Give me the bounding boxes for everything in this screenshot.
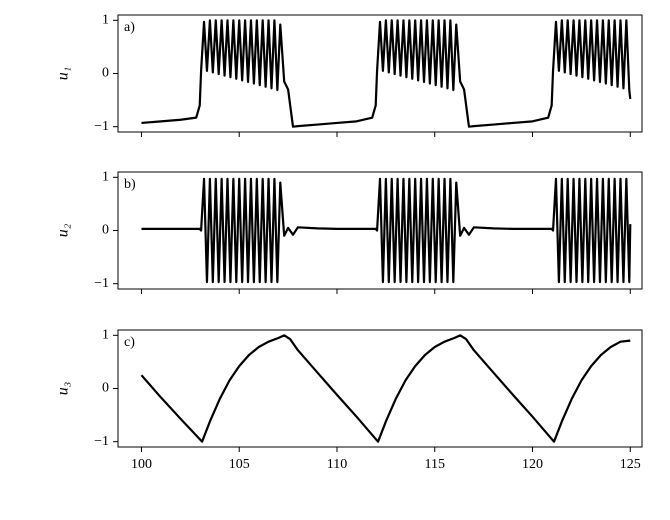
x-tick-label: 125 [620,457,641,472]
y-tick-label: 1 [102,13,109,28]
y-tick-label: 0 [102,66,109,81]
y-axis-label: u₂ [55,223,72,237]
series-line [141,19,632,128]
y-tick-label: 1 [102,328,109,343]
panel-label: c) [124,335,135,350]
x-tick-label: 105 [229,457,250,472]
y-tick-label: 0 [102,223,109,238]
axes-frame [117,329,643,448]
panel-label: b) [124,177,136,192]
x-tick-label: 110 [327,457,347,472]
x-tick-label: 100 [131,457,152,472]
y-tick-label: 0 [102,381,109,396]
series-line [140,334,631,443]
y-tick-label: 1 [102,170,109,185]
series-line [141,177,632,284]
y-axis-label: u₁ [55,67,72,81]
x-tick-label: 120 [522,457,543,472]
panel-label: a) [124,20,135,35]
x-tick-label: 115 [425,457,445,472]
y-tick-label: −1 [94,276,109,291]
y-axis-label: u₃ [55,382,72,396]
y-tick-label: −1 [94,119,109,134]
y-tick-label: −1 [94,434,109,449]
